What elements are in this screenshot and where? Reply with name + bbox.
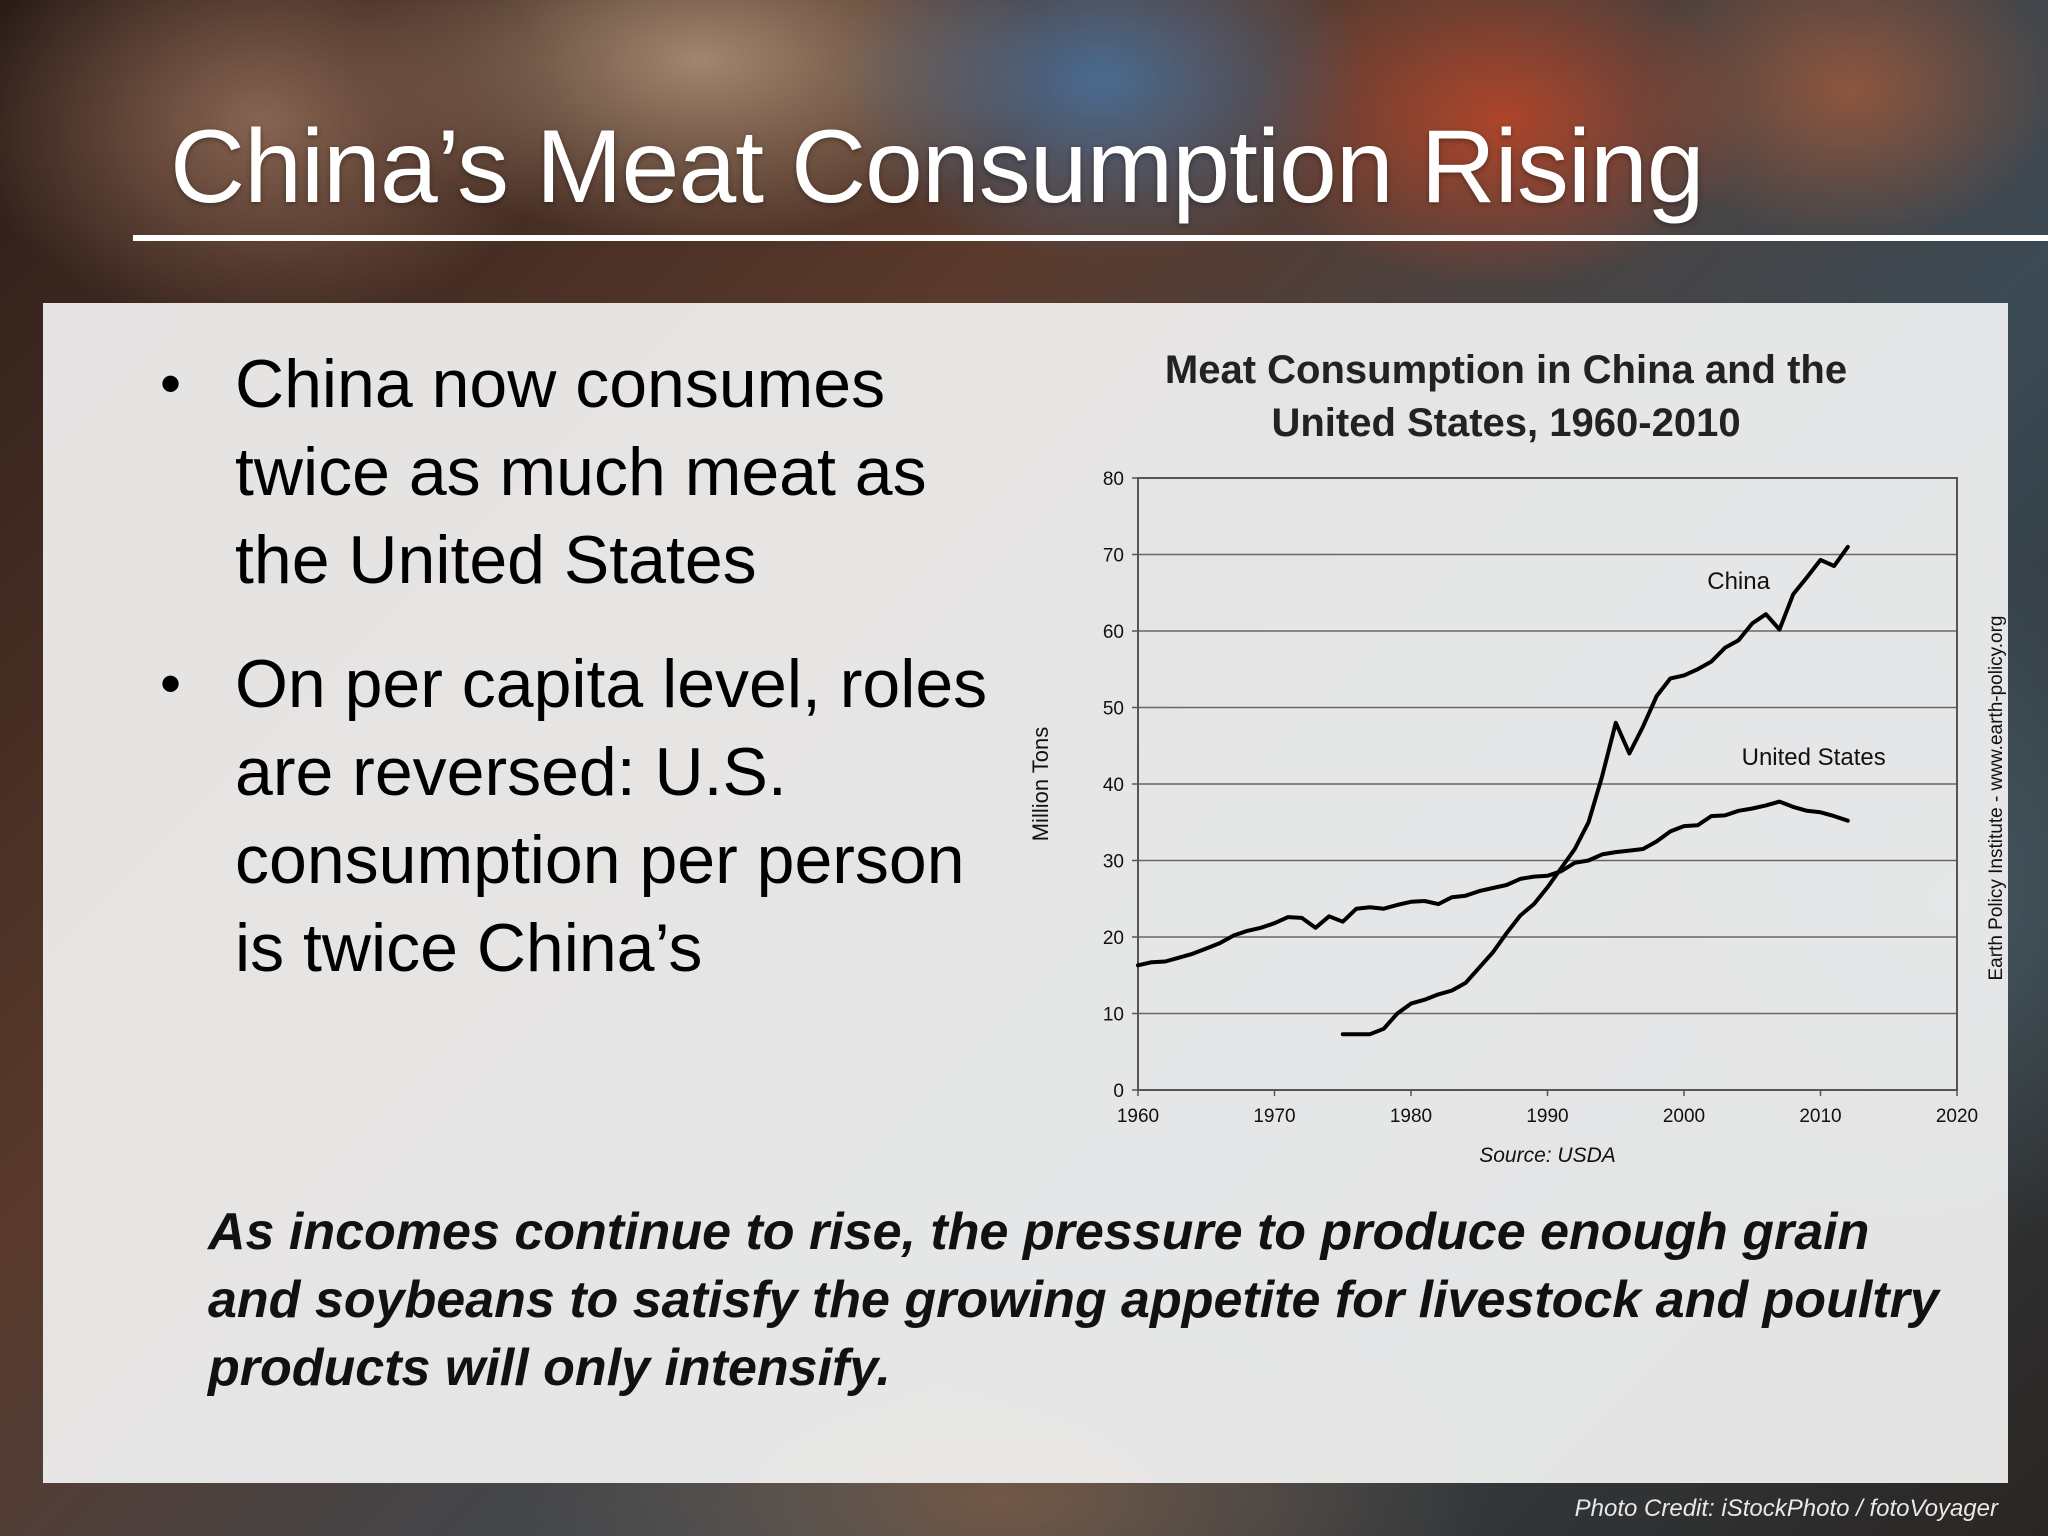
chart-source: Source: USDA <box>1479 1144 1616 1167</box>
title-underline <box>133 235 2048 241</box>
bullet-item: • China now consumes twice as much meat … <box>150 340 1030 604</box>
chart-title-line-1: Meat Consumption in China and the <box>1165 350 1847 392</box>
photo-credit: Photo Credit: iStockPhoto / fotoVoyager <box>1574 1495 1998 1522</box>
grid-lines <box>1138 553 1957 1015</box>
x-tick-label: 2010 <box>1799 1106 1841 1127</box>
x-tick-label: 1990 <box>1526 1106 1568 1127</box>
x-tick-label: 1980 <box>1390 1106 1432 1127</box>
footnote-text: As incomes continue to rise, the pressur… <box>208 1203 1939 1397</box>
series-label: United States <box>1742 744 1886 771</box>
y-tick-label: 40 <box>1103 775 1124 796</box>
y-tick-label: 30 <box>1103 852 1124 873</box>
y-tick-label: 70 <box>1103 546 1124 567</box>
content-panel <box>43 303 2008 1483</box>
series-annotations: China United States <box>1707 568 1885 771</box>
meat-consumption-chart: Meat Consumption in China and the United… <box>1028 350 2007 1167</box>
x-tick-label: 1970 <box>1253 1106 1295 1127</box>
series-lines <box>1136 544 1850 1037</box>
bullet-dot: • <box>160 350 182 417</box>
y-tick-label: 10 <box>1103 1005 1124 1026</box>
chart-title-line-2: United States, 1960-2010 <box>1271 401 1740 445</box>
bullet-text: On per capita level, roles are reversed:… <box>235 646 988 986</box>
slide-title: China’s Meat Consumption Rising <box>170 109 1705 225</box>
y-tick-label: 50 <box>1103 699 1124 720</box>
chart-side-note: Earth Policy Institute - www.earth-polic… <box>1986 615 2007 980</box>
y-axis-label: Million Tons <box>1028 727 1053 842</box>
axis-ticks: 0 10 20 30 40 50 60 70 80 1960 1970 1980 1990 2000 201… <box>1103 469 1978 1127</box>
y-tick-label: 80 <box>1103 469 1124 490</box>
y-tick-label: 20 <box>1103 928 1124 949</box>
y-tick-label: 60 <box>1103 622 1124 643</box>
bullet-dot: • <box>160 650 182 717</box>
x-tick-label: 1960 <box>1117 1106 1159 1127</box>
series-label: China <box>1707 568 1770 595</box>
series-line-united-states <box>1136 799 1850 968</box>
bullet-item: • On per capita level, roles are reverse… <box>150 640 1030 992</box>
y-tick-label: 0 <box>1113 1081 1124 1102</box>
bullet-list: • China now consumes twice as much meat … <box>150 340 1030 1028</box>
x-tick-label: 2000 <box>1663 1106 1705 1127</box>
bullet-text: China now consumes twice as much meat as… <box>235 346 927 598</box>
x-tick-label: 2020 <box>1936 1106 1978 1127</box>
series-line-china <box>1340 544 1850 1037</box>
